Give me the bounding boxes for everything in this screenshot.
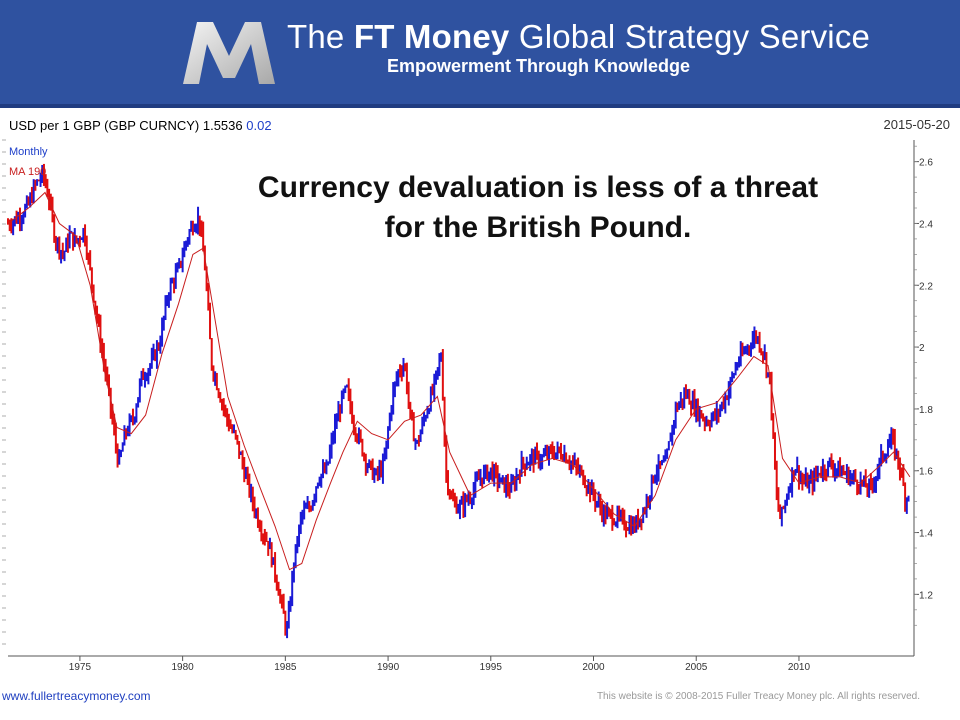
ma-190-line (7, 191, 911, 571)
y-tick-label: 2.4 (919, 219, 933, 230)
chart-header: USD per 1 GBP (GBP CURNCY) 1.5536 0.02 (9, 118, 272, 133)
x-tick-label: 1980 (172, 662, 195, 673)
x-tick-label: 2005 (685, 662, 708, 673)
y-tick-label: 2.2 (919, 281, 933, 292)
chart-title-line: for the British Pound. (385, 211, 692, 244)
instrument-label: USD per 1 GBP (GBP CURNCY) (9, 118, 200, 133)
copyright-notice: This website is © 2008-2015 Fuller Treac… (596, 691, 920, 702)
y-tick-label: 1.2 (919, 590, 933, 601)
legend-ma: MA 190 (9, 166, 46, 178)
y-tick-label: 2 (919, 343, 925, 354)
x-tick-label: 1990 (377, 662, 400, 673)
y-tick-label: 1.4 (919, 529, 933, 540)
last-price: 1.5536 (202, 118, 243, 133)
website-link[interactable]: www.fullertreacymoney.com (2, 689, 151, 703)
brand-title: The FT Money Global Strategy Service (287, 18, 871, 55)
ft-money-logo (183, 22, 275, 84)
x-tick-label: 1995 (480, 662, 503, 673)
x-tick-label: 1985 (274, 662, 297, 673)
x-tick-label: 2000 (582, 662, 605, 673)
y-tick-label: 1.6 (919, 467, 933, 478)
price-change: 0.02 (246, 118, 272, 133)
price-chart: 1.2 1.4 1.6 1.8 2 2.2 2.4 2.6 1975 1980 1985 1990 19… (2, 139, 933, 673)
x-tick-label: 1975 (69, 662, 92, 673)
brand-tagline: Empowerment Through Knowledge (387, 56, 691, 76)
header-banner: The FT Money Global Strategy Service Emp… (0, 0, 960, 108)
y-tick-label: 2.6 (919, 158, 933, 169)
chart-date: 2015-05-20 (883, 117, 951, 132)
x-tick-label: 2010 (788, 662, 811, 673)
chart-title-line: Currency devaluation is less of a threat (258, 171, 818, 204)
legend-monthly: Monthly (9, 146, 48, 158)
y-tick-label: 1.8 (919, 405, 933, 416)
